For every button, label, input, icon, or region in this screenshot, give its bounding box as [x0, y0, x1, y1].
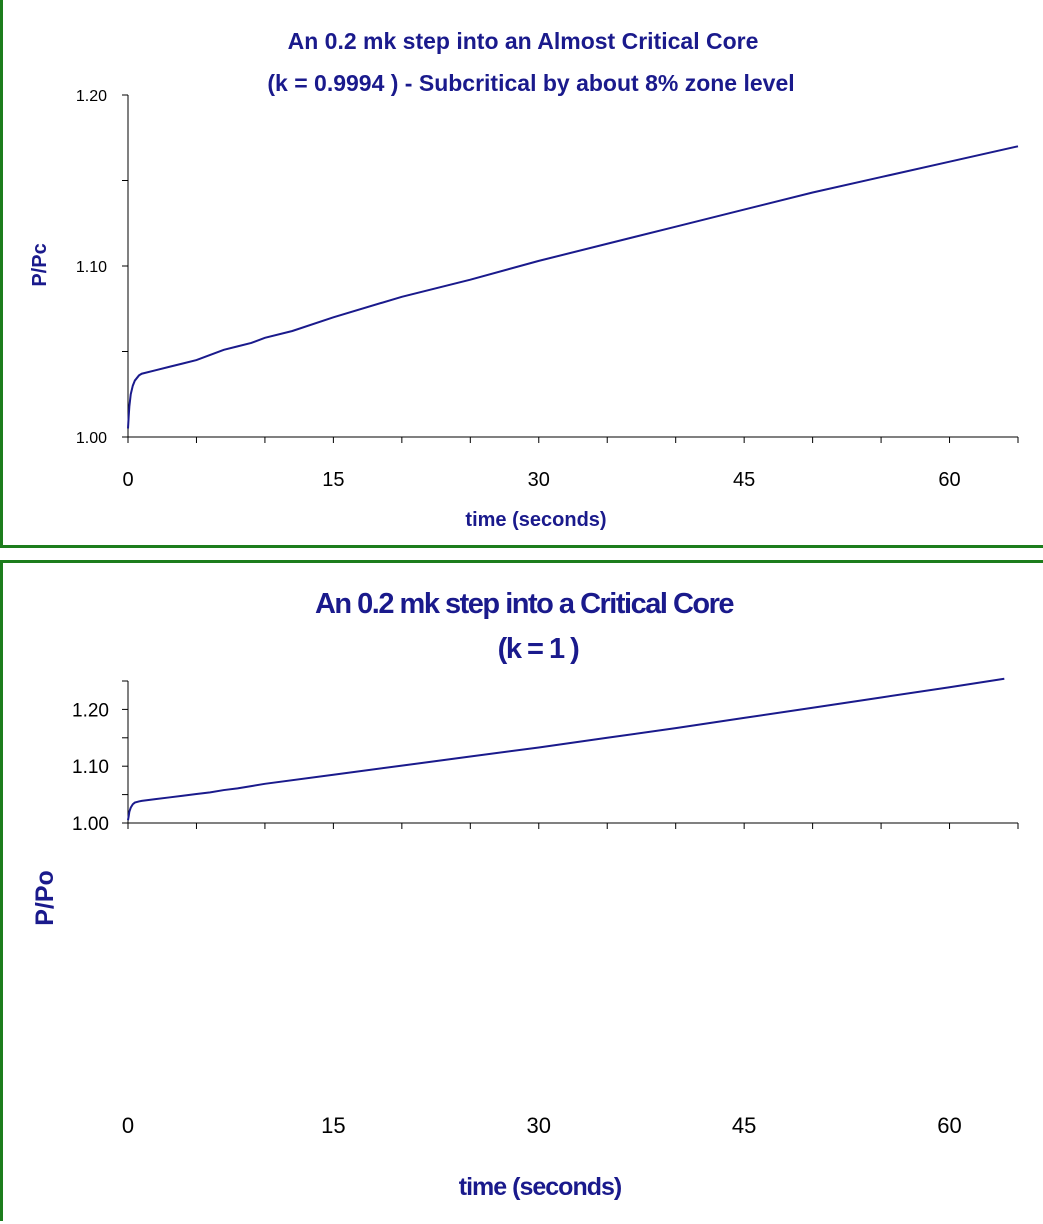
chart-1-series-line	[127, 145, 1019, 429]
x-tick-label: 45	[732, 1113, 756, 1138]
x-tick-label: 15	[321, 1113, 345, 1138]
chart-2-subtitle: (k = 1 )	[498, 633, 580, 665]
y-tick-label: 1.10	[76, 259, 107, 276]
chart-2-y-axis-title: P/Po	[31, 870, 59, 926]
chart-1-x-tick-labels: 0 15 30 45 60	[122, 469, 960, 491]
x-tick-label: 45	[733, 469, 755, 491]
x-tick-label: 15	[322, 469, 344, 491]
chart-1-title: An 0.2 mk step into an Almost Critical C…	[288, 28, 759, 54]
chart-2-y-tick-labels: 1.00 1.10 1.20	[72, 700, 109, 835]
chart-2: An 0.2 mk step into a Critical Core (k =…	[31, 588, 1019, 1201]
chart-1-y-tick-labels: 1.00 1.10 1.20	[76, 88, 107, 447]
x-tick-label: 60	[938, 469, 960, 491]
chart-1: An 0.2 mk step into an Almost Critical C…	[29, 28, 1019, 531]
x-tick-label: 30	[528, 469, 550, 491]
chart-2-x-tick-labels: 0 15 30 45 60	[122, 1113, 962, 1138]
y-tick-label: 1.00	[72, 814, 109, 835]
chart-panel-2: An 0.2 mk step into a Critical Core (k =…	[0, 560, 1043, 1221]
chart-1-axes	[122, 94, 1019, 443]
chart-panel-1: An 0.2 mk step into an Almost Critical C…	[0, 0, 1043, 548]
chart-2-series-line	[127, 677, 1005, 821]
y-tick-label: 1.00	[76, 430, 107, 447]
x-tick-label: 60	[937, 1113, 961, 1138]
y-tick-label: 1.10	[72, 757, 109, 778]
chart-2-x-axis-title: time (seconds)	[459, 1173, 622, 1201]
x-tick-label: 30	[527, 1113, 551, 1138]
chart-1-subtitle: (k = 0.9994 ) - Subcritical by about 8% …	[267, 70, 794, 96]
y-tick-label: 1.20	[76, 88, 107, 105]
x-tick-label: 0	[122, 1113, 134, 1138]
x-tick-label: 0	[122, 469, 133, 491]
y-tick-label: 1.20	[72, 700, 109, 721]
chart-2-axes	[122, 680, 1019, 829]
chart-1-x-axis-title: time (seconds)	[465, 509, 606, 531]
chart-2-title: An 0.2 mk step into a Critical Core	[315, 588, 734, 620]
chart-1-y-axis-title: P/Pc	[29, 243, 51, 286]
